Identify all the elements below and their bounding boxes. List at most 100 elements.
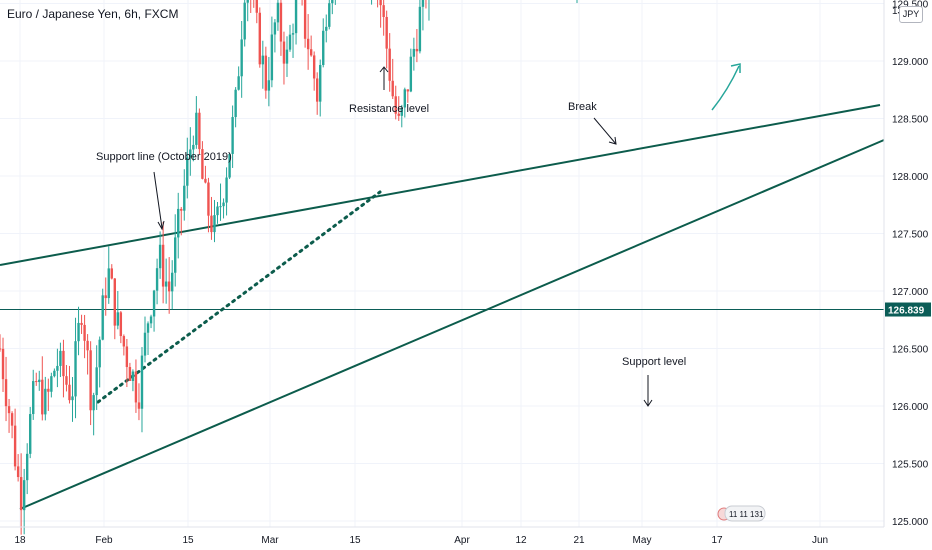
candle xyxy=(22,468,26,535)
currency-badge[interactable]: JPY xyxy=(899,6,923,23)
candle xyxy=(409,48,413,93)
annotation-support-line: Support line (October 2019) xyxy=(96,151,232,163)
candle xyxy=(301,0,303,6)
candle xyxy=(119,311,123,344)
candle xyxy=(189,127,192,176)
candle xyxy=(237,66,240,91)
price-tick-label: 126.000 xyxy=(892,402,929,413)
candle xyxy=(253,0,255,8)
candle xyxy=(294,0,298,45)
annotation-resistance-level: Resistance level xyxy=(349,103,429,115)
candle xyxy=(388,33,391,92)
candlestick-series xyxy=(0,0,578,535)
candle xyxy=(180,207,183,236)
candle xyxy=(183,169,186,221)
upper-trend-line xyxy=(0,104,881,266)
candle xyxy=(167,257,171,314)
price-axis[interactable]: 133.133.500133.000132.500132.000131.5001… xyxy=(883,0,929,528)
time-axis[interactable]: 18 Feb 15 Mar 15 Apr 12 21 May 17 Jun xyxy=(0,526,884,546)
resistance-arrow xyxy=(379,66,389,90)
candle xyxy=(113,277,116,340)
candle xyxy=(576,0,578,4)
candle xyxy=(397,96,400,121)
candle xyxy=(334,0,336,5)
support-line-arrow xyxy=(153,171,165,231)
candle xyxy=(379,0,382,28)
candle xyxy=(140,347,144,433)
time-tick-label: 17 xyxy=(711,535,723,546)
candle xyxy=(158,231,162,279)
candle xyxy=(198,108,201,155)
candle xyxy=(312,51,316,91)
candle xyxy=(267,56,271,107)
candle xyxy=(225,167,228,216)
time-tick-label: Apr xyxy=(454,535,470,546)
candle xyxy=(1,337,5,392)
price-tick-label: 129.500 xyxy=(892,0,929,11)
candle xyxy=(50,372,53,398)
candle xyxy=(101,288,104,341)
projection-arrow xyxy=(711,63,741,111)
candle xyxy=(89,341,92,426)
candle xyxy=(80,314,83,334)
candle xyxy=(415,29,419,63)
events-marker[interactable]: 11 11 131 xyxy=(717,505,766,522)
candle xyxy=(231,105,234,168)
candle xyxy=(331,0,334,15)
candle xyxy=(25,443,29,495)
trend-lines xyxy=(0,104,885,510)
candle xyxy=(315,72,319,115)
candle xyxy=(29,406,32,459)
price-tick-label: 126.500 xyxy=(892,345,929,356)
price-tick-label: 125.000 xyxy=(892,517,929,528)
candle xyxy=(328,0,331,30)
candle xyxy=(425,0,427,9)
candle xyxy=(385,10,388,69)
candle xyxy=(207,177,210,233)
annotation-support-level: Support level xyxy=(622,356,686,368)
candle xyxy=(219,183,222,221)
candle xyxy=(270,16,274,88)
dotted-channel-line xyxy=(96,190,382,404)
time-tick-label: 18 xyxy=(14,535,26,546)
candle xyxy=(192,135,195,162)
price-tick-label: 128.000 xyxy=(892,172,929,183)
candle xyxy=(412,37,416,71)
candle xyxy=(325,14,328,43)
candle xyxy=(306,14,310,70)
candle xyxy=(38,370,41,391)
candle xyxy=(155,258,159,305)
candle xyxy=(264,46,268,99)
candle xyxy=(391,58,394,100)
candle xyxy=(309,35,313,57)
svg-text:126.839: 126.839 xyxy=(888,306,925,317)
candle xyxy=(4,356,8,422)
annotations: Resistance level Break Support line (Oct… xyxy=(96,63,741,407)
candle xyxy=(428,0,430,21)
support-level-arrow xyxy=(643,375,653,407)
candle xyxy=(107,246,110,304)
candle xyxy=(16,454,20,482)
lower-trend-line xyxy=(19,139,885,510)
candle xyxy=(201,141,204,180)
candle xyxy=(41,356,44,421)
candle xyxy=(285,36,289,77)
candle xyxy=(95,345,98,410)
candle xyxy=(222,198,225,219)
candle xyxy=(177,192,180,259)
price-tick-label: 128.500 xyxy=(892,115,929,126)
candle xyxy=(7,398,11,433)
candle xyxy=(110,264,113,280)
candle xyxy=(255,0,258,24)
candle xyxy=(210,196,213,240)
horizontal-levels xyxy=(0,309,884,311)
candle xyxy=(371,0,373,5)
grid-lines xyxy=(0,0,884,527)
candle xyxy=(62,339,65,398)
candle xyxy=(216,201,219,224)
candle xyxy=(86,334,89,375)
candle xyxy=(116,290,120,330)
price-tick-label: 127.000 xyxy=(892,287,929,298)
candle xyxy=(418,0,422,54)
